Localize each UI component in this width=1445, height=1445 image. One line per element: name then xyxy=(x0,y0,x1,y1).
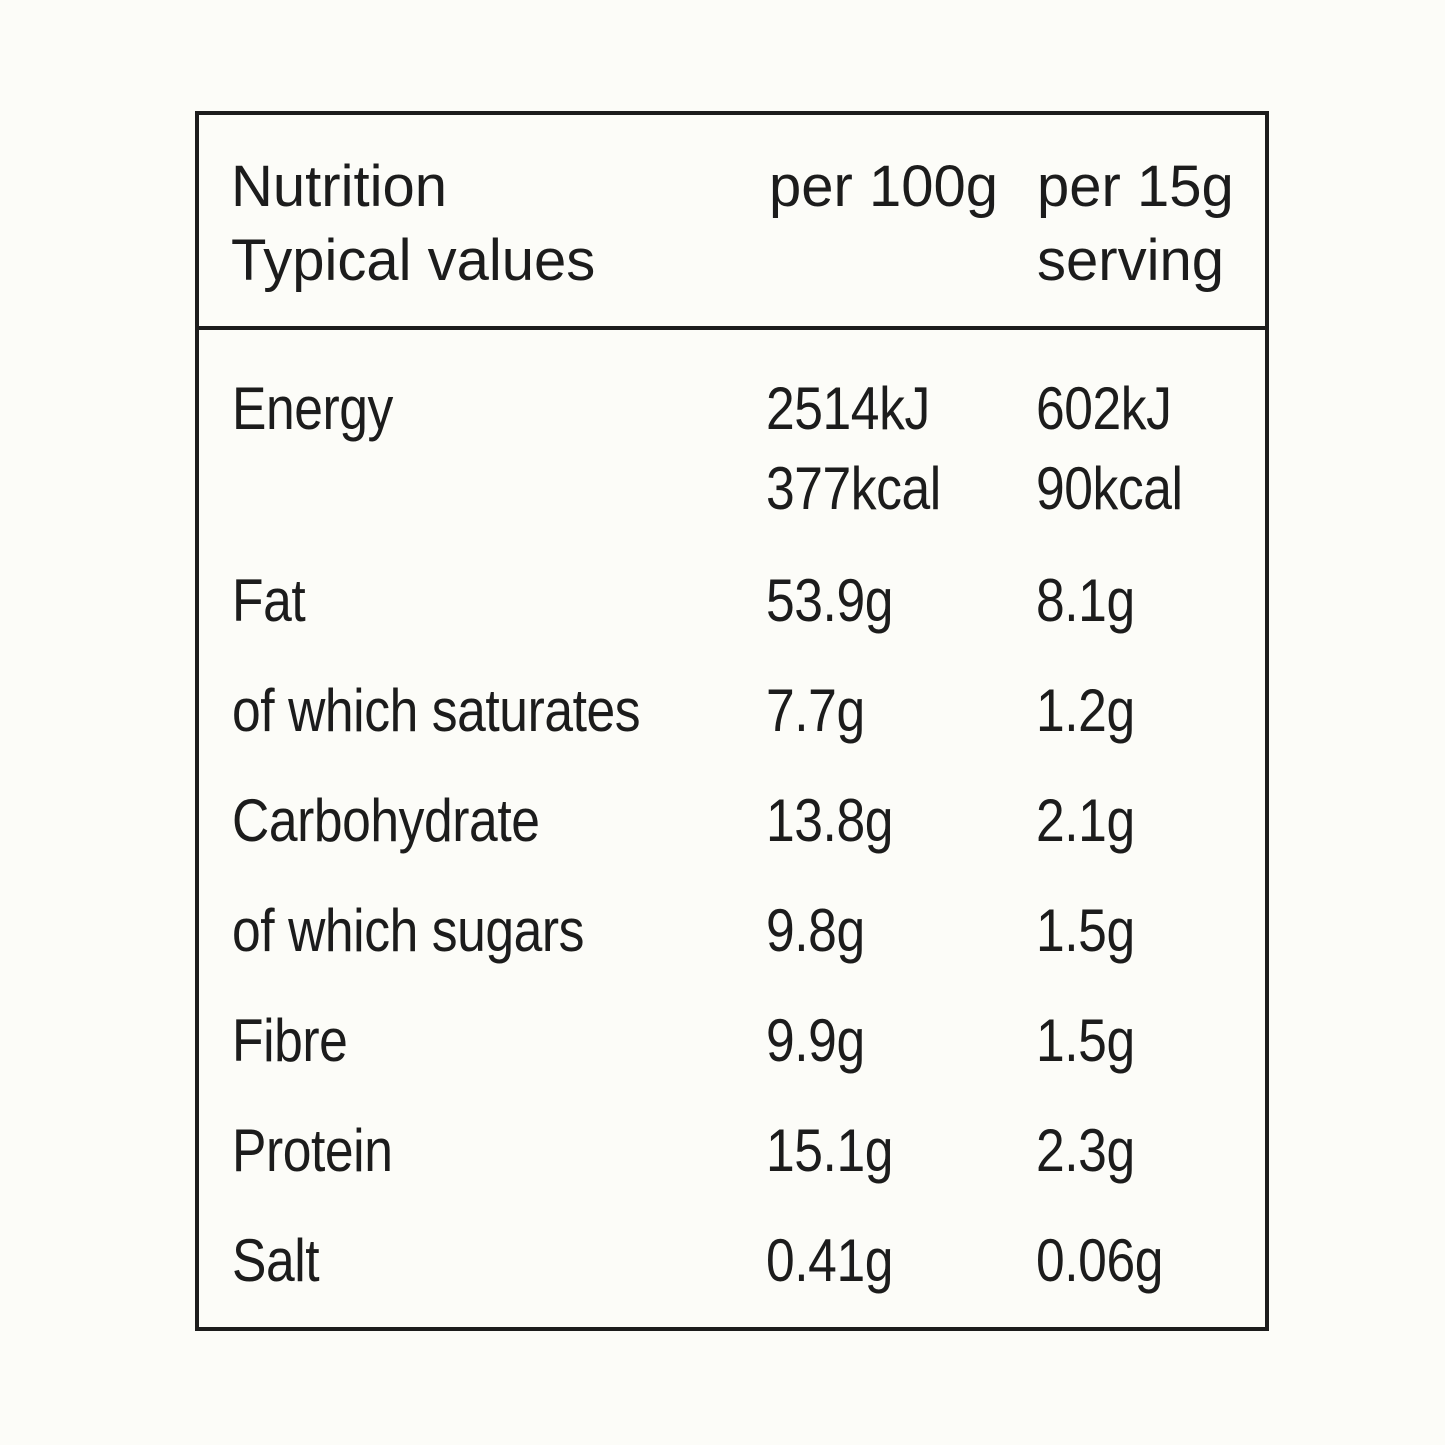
row-energy-per-serving: 602kJ 90kcal xyxy=(1036,369,1183,529)
row-energy-name: Energy xyxy=(232,375,393,442)
header-per-serving-line2: serving xyxy=(1037,228,1224,293)
row-protein-per-serving: 2.3g xyxy=(1036,1117,1135,1184)
row-sugars-per100: 9.8g xyxy=(766,897,865,964)
row-fibre-per100: 9.9g xyxy=(766,1007,865,1074)
row-fat-per100: 53.9g xyxy=(766,567,893,634)
row-protein-per100: 15.1g xyxy=(766,1117,893,1184)
row-salt-name: Salt xyxy=(232,1227,320,1294)
energy-kcal-per100: 377kcal xyxy=(766,455,941,522)
row-fibre-per-serving: 1.5g xyxy=(1036,1007,1135,1074)
header-title-line2: Typical values xyxy=(231,228,596,293)
row-protein-name: Protein xyxy=(232,1117,393,1184)
nutrition-label: Nutrition Typical values per 100g per 15… xyxy=(195,111,1269,1331)
row-salt-per-serving: 0.06g xyxy=(1036,1227,1163,1294)
header-title: Nutrition Typical values xyxy=(231,150,595,298)
row-saturates-per100: 7.7g xyxy=(766,677,865,744)
row-energy-per100: 2514kJ 377kcal xyxy=(766,369,941,529)
row-fat-per-serving: 8.1g xyxy=(1036,567,1135,634)
row-carbohydrate-per-serving: 2.1g xyxy=(1036,787,1135,854)
energy-kcal-per-serving: 90kcal xyxy=(1036,455,1183,522)
header-per-100g: per 100g xyxy=(769,154,998,219)
row-sugars-name: of which sugars xyxy=(232,897,585,964)
energy-kj-per100: 2514kJ xyxy=(766,375,930,442)
row-fat-name: Fat xyxy=(232,567,306,634)
row-carbohydrate-per100: 13.8g xyxy=(766,787,893,854)
row-sugars-per-serving: 1.5g xyxy=(1036,897,1135,964)
row-carbohydrate-name: Carbohydrate xyxy=(232,787,540,854)
row-saturates-per-serving: 1.2g xyxy=(1036,677,1135,744)
row-salt-per100: 0.41g xyxy=(766,1227,893,1294)
nutrition-header: Nutrition Typical values per 100g per 15… xyxy=(199,115,1265,330)
header-per-serving: per 15g serving xyxy=(1037,150,1234,298)
row-fibre-name: Fibre xyxy=(232,1007,348,1074)
row-saturates-name: of which saturates xyxy=(232,677,641,744)
header-per-serving-line1: per 15g xyxy=(1037,154,1234,219)
header-title-line1: Nutrition xyxy=(231,154,447,219)
energy-kj-per-serving: 602kJ xyxy=(1036,375,1172,442)
